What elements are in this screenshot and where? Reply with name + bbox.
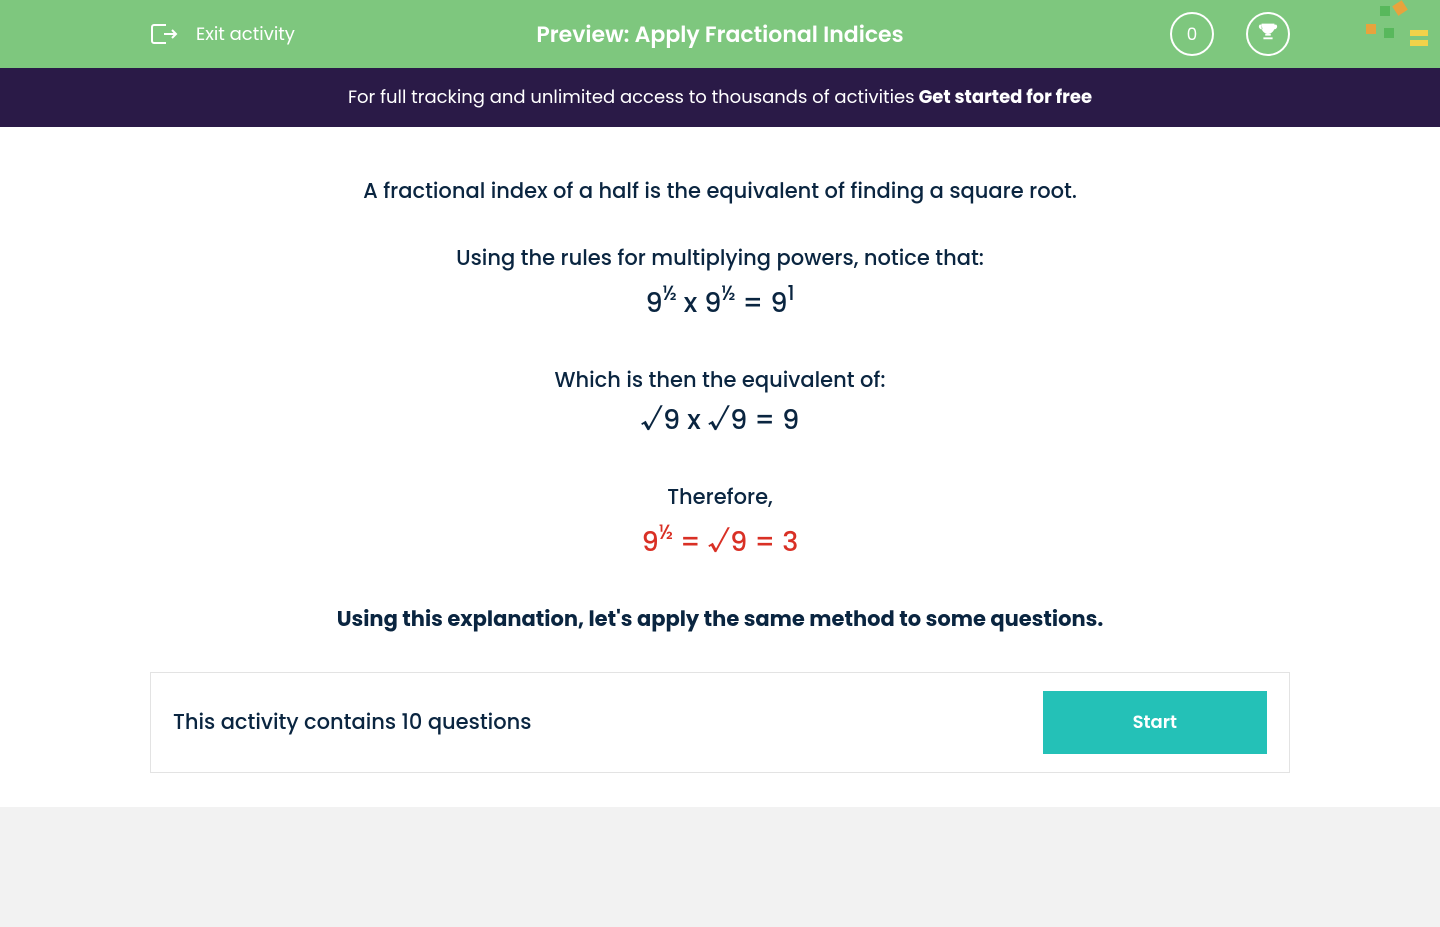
question-count-text: This activity contains 10 questions	[173, 707, 531, 738]
trophy-button[interactable]	[1246, 12, 1290, 56]
page-title: Preview: Apply Fractional Indices	[536, 18, 903, 51]
rule-equation: 9½ x 9½ = 91	[0, 280, 1440, 324]
therefore-section: Therefore, 9½ = √9 = 3	[0, 483, 1440, 562]
equivalent-section: Which is then the equivalent of: √9 x √9…	[0, 366, 1440, 441]
exit-label: Exit activity	[196, 21, 295, 48]
start-button[interactable]: Start	[1043, 691, 1267, 754]
banner-text: For full tracking and unlimited access t…	[348, 84, 915, 111]
exit-activity-button[interactable]: Exit activity	[150, 21, 295, 48]
activity-footer: This activity contains 10 questions Star…	[150, 672, 1290, 773]
corner-decoration	[1360, 0, 1440, 60]
header-right-group: 0	[1170, 12, 1290, 56]
header-bar: Exit activity Preview: Apply Fractional …	[0, 0, 1440, 68]
score-badge: 0	[1170, 12, 1214, 56]
trophy-icon	[1257, 20, 1279, 49]
below-fold-area	[0, 807, 1440, 927]
rule-heading: Using the rules for multiplying powers, …	[0, 244, 1440, 273]
exit-icon	[150, 22, 178, 46]
closing-text: Using this explanation, let's apply the …	[0, 605, 1440, 634]
intro-text: A fractional index of a half is the equi…	[0, 177, 1440, 206]
equivalent-equation: √9 x √9 = 9	[0, 401, 1440, 441]
therefore-equation: 9½ = √9 = 3	[0, 519, 1440, 563]
rule-section: Using the rules for multiplying powers, …	[0, 244, 1440, 323]
lesson-content: A fractional index of a half is the equi…	[0, 127, 1440, 807]
get-started-link[interactable]: Get started for free	[919, 84, 1092, 111]
therefore-heading: Therefore,	[0, 483, 1440, 512]
promo-banner: For full tracking and unlimited access t…	[0, 68, 1440, 127]
equivalent-heading: Which is then the equivalent of:	[0, 366, 1440, 395]
